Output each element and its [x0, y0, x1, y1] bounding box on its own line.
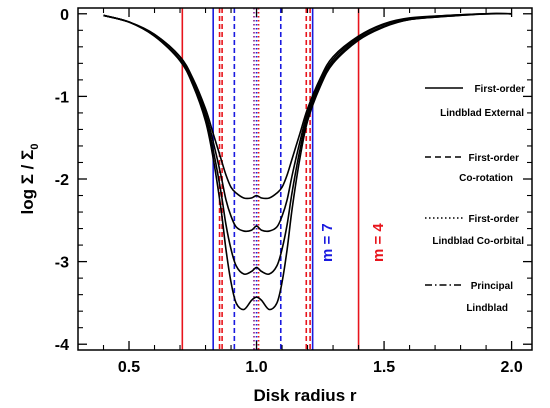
resonance-lines — [181, 8, 360, 350]
legend-label-line1: First-order — [468, 153, 519, 164]
legend-label-line2: Lindblad External — [440, 108, 524, 119]
y-axis-label: log Σ / Σ0 — [18, 144, 41, 215]
legend-label-line2: Lindblad — [466, 303, 508, 314]
density-curve-3 — [103, 12, 512, 276]
annotation-m4: m = 4 — [370, 223, 387, 262]
y-tick-label: -1 — [55, 89, 69, 106]
legend: First-order Lindblad External First-orde… — [425, 84, 525, 314]
legend-label-line2: Lindblad Co-orbital — [432, 236, 524, 247]
svg-text:log Σ / Σ0: log Σ / Σ0 — [18, 144, 41, 215]
annotation-m4-text: m = 4 — [370, 223, 387, 262]
y-axis-label-subscript: 0 — [29, 144, 41, 150]
x-tick-label: 2.0 — [500, 359, 522, 376]
y-tick-label: 0 — [60, 7, 69, 24]
legend-label-line1: First-order — [474, 84, 525, 95]
y-tick-label: -2 — [55, 172, 69, 189]
legend-label-line1: First-order — [468, 214, 519, 225]
y-tick-label: -3 — [55, 255, 69, 272]
x-tick-label: 0.5 — [118, 359, 140, 376]
x-tick-label: 1.0 — [245, 359, 267, 376]
legend-entry-co-rotation: First-order Co-rotation — [425, 153, 519, 184]
y-axis-label-main: log Σ / Σ — [18, 150, 37, 215]
density-curve-4 — [103, 12, 512, 311]
x-tick-label: 1.5 — [373, 359, 395, 376]
x-axis-label: Disk radius r — [254, 386, 357, 405]
legend-entry-lindblad-co-orbital: First-order Lindblad Co-orbital — [425, 214, 524, 247]
legend-entry-lindblad-external: First-order Lindblad External — [425, 84, 525, 119]
legend-label-line2: Co-rotation — [459, 173, 513, 184]
density-curves — [103, 12, 512, 311]
y-tick-label: -4 — [55, 337, 69, 354]
legend-label-line1: Principal — [471, 281, 513, 292]
legend-entry-principal-lindblad: Principal Lindblad — [425, 281, 513, 314]
density-curve-2 — [103, 12, 512, 233]
annotation-m7-text: m = 7 — [319, 223, 336, 262]
axis-ticks: 0.5 1.0 1.5 2.0 0 -1 -2 -3 -4 — [55, 7, 532, 376]
annotation-m7: m = 7 — [319, 223, 336, 262]
